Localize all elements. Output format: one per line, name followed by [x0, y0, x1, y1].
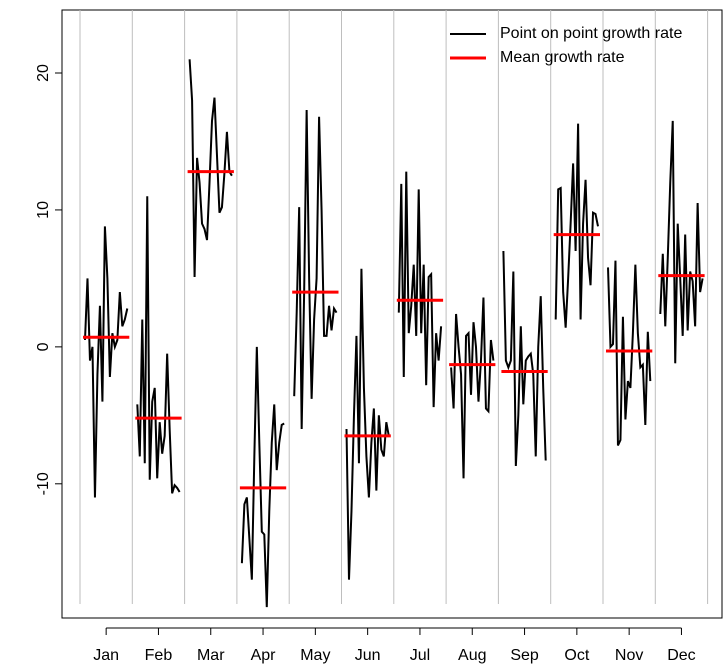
x-tick-label: Jun: [355, 647, 381, 664]
x-tick-label: Dec: [667, 647, 695, 664]
plot-box: [61, 9, 723, 619]
x-tick-label: Apr: [251, 647, 277, 664]
sub-series-line: [502, 250, 547, 467]
sub-series-line: [397, 171, 443, 408]
x-tick-label: Aug: [458, 647, 486, 664]
x-tick-label: Sep: [510, 647, 539, 664]
y-tick-label: -10: [35, 472, 52, 495]
y-tick-label: 10: [35, 201, 52, 219]
sub-series-line: [345, 268, 390, 580]
sub-series-line: [84, 226, 129, 498]
sub-series-line: [240, 346, 285, 608]
y-tick-label: 20: [35, 64, 52, 82]
y-tick-label: 0: [35, 342, 52, 351]
x-tick-label: Mar: [197, 647, 225, 664]
sub-series-line: [659, 120, 704, 364]
sub-series-line: [136, 196, 181, 494]
x-tick-label: Oct: [564, 647, 589, 664]
x-tick-label: Nov: [615, 647, 643, 664]
sub-series-line: [188, 59, 233, 278]
legend-label: Point on point growth rate: [500, 25, 682, 42]
sub-series-line: [607, 260, 652, 446]
sub-series-line: [554, 123, 599, 328]
legend-label: Mean growth rate: [500, 49, 625, 66]
x-tick-label: Jul: [410, 647, 430, 664]
x-tick-label: Feb: [145, 647, 173, 664]
x-tick-label: Jan: [93, 647, 119, 664]
sub-series-line: [293, 109, 338, 430]
sub-series-line: [450, 297, 495, 479]
x-tick-label: May: [300, 647, 330, 664]
